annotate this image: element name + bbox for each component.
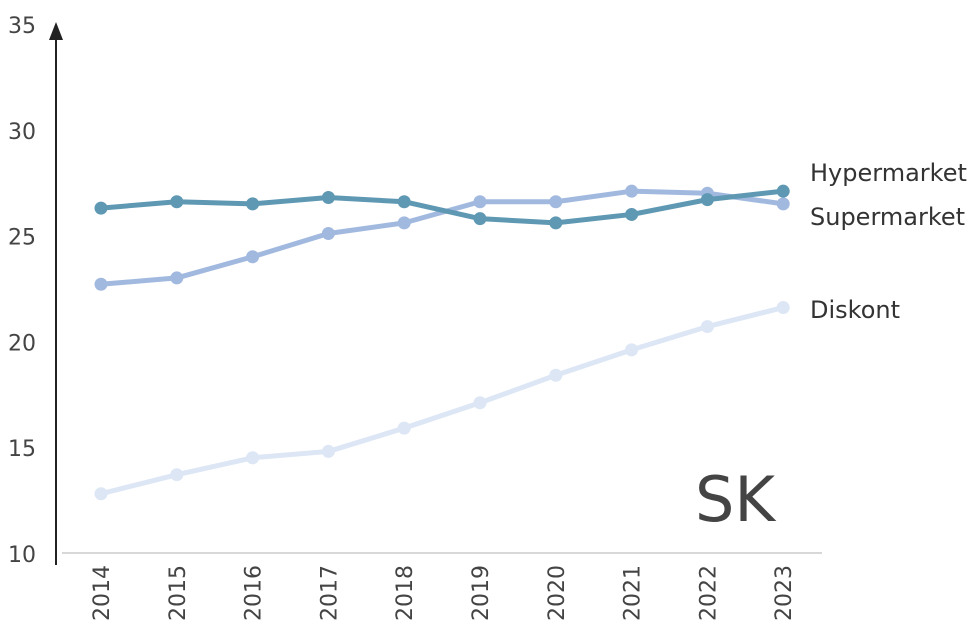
y-tick-label: 25 <box>8 226 36 251</box>
y-tick-label: 30 <box>8 120 36 145</box>
data-point <box>473 212 487 226</box>
data-point <box>625 207 639 221</box>
series-diskont <box>94 301 790 501</box>
data-point <box>776 301 790 315</box>
data-point <box>170 468 184 482</box>
y-tick-label: 20 <box>8 331 36 356</box>
data-point <box>94 487 108 501</box>
data-point <box>473 396 487 410</box>
data-point <box>473 195 487 209</box>
data-point <box>700 193 714 207</box>
series-line <box>98 188 786 226</box>
data-point <box>776 197 790 211</box>
x-tick-label: 2016 <box>242 565 267 621</box>
x-tick-labels: 2014 2015 2016 2017 2018 2019 2020 2021 2022 2023 <box>90 565 797 621</box>
y-tick-label: 35 <box>8 14 36 39</box>
data-point <box>397 421 411 435</box>
data-point <box>170 195 184 209</box>
x-tick-label: 2014 <box>90 565 115 621</box>
data-point <box>549 195 563 209</box>
x-tick-label: 2021 <box>621 565 646 621</box>
data-point <box>776 184 790 198</box>
y-tick-label: 10 <box>8 543 36 568</box>
data-point <box>170 271 184 285</box>
x-tick-label: 2020 <box>545 565 570 621</box>
data-point <box>94 277 108 291</box>
series-label-hypermarket: Hypermarket <box>810 159 967 187</box>
data-point <box>397 216 411 230</box>
data-point <box>321 444 335 458</box>
x-tick-label: 2017 <box>317 565 342 621</box>
data-point <box>246 451 260 465</box>
data-point <box>625 184 639 198</box>
data-point <box>321 226 335 240</box>
data-point <box>321 191 335 205</box>
y-axis-arrow-icon <box>49 22 63 40</box>
series-label-diskont: Diskont <box>810 296 900 324</box>
x-tick-label: 2019 <box>469 565 494 621</box>
x-tick-label: 2023 <box>772 565 797 621</box>
panel-label: SK <box>695 463 776 536</box>
x-tick-label: 2015 <box>166 565 191 621</box>
series-lines <box>94 184 790 501</box>
y-tick-labels: 10 15 20 25 30 35 <box>8 14 36 568</box>
axes <box>49 22 822 565</box>
series-labels: Hypermarket Supermarket Diskont <box>810 159 967 324</box>
data-point <box>397 195 411 209</box>
data-point <box>549 216 563 230</box>
x-tick-label: 2022 <box>696 565 721 621</box>
series-line <box>98 305 786 497</box>
series-hypermarket <box>94 184 790 230</box>
y-tick-label: 15 <box>8 437 36 462</box>
data-point <box>246 197 260 211</box>
data-point <box>700 320 714 334</box>
data-point <box>625 343 639 357</box>
x-tick-label: 2018 <box>393 565 418 621</box>
data-point <box>94 201 108 215</box>
data-point <box>246 250 260 264</box>
series-label-supermarket: Supermarket <box>810 203 965 231</box>
data-point <box>549 368 563 382</box>
